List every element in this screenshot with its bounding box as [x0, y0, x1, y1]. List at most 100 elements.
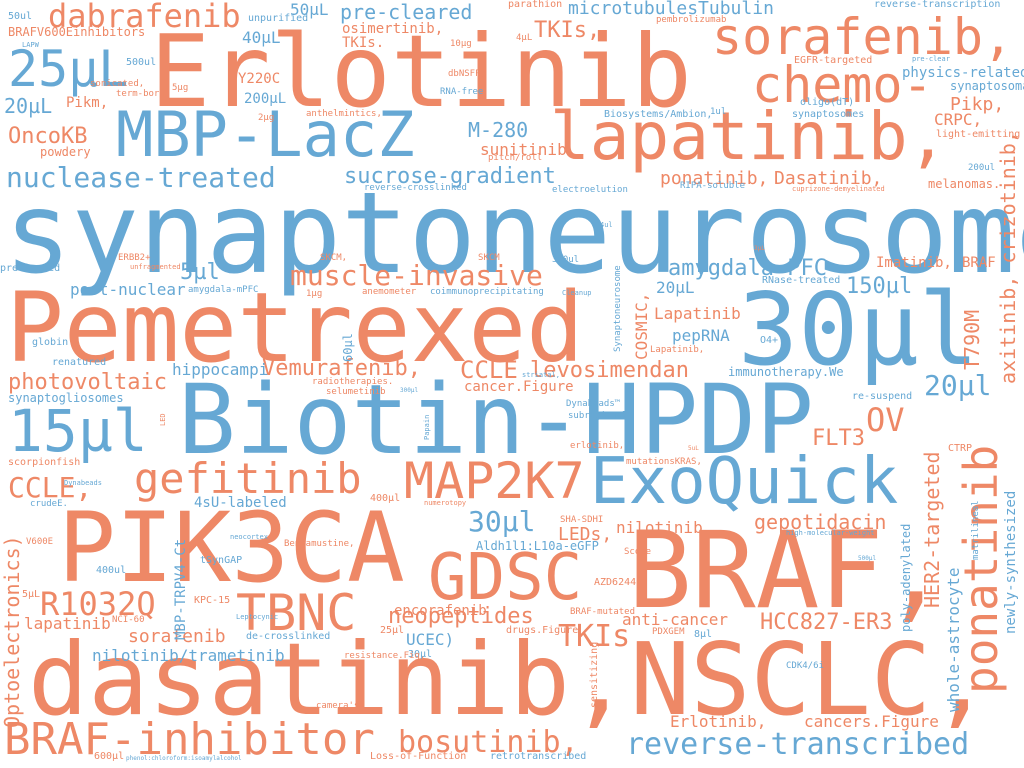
- word-400ul-2: 400µl: [370, 493, 401, 504]
- word-25ul: 25µL: [8, 40, 129, 98]
- word-sorafenib-bottom: sorafenib: [128, 626, 226, 647]
- word-sorafenib-top: sorafenib,: [712, 8, 1014, 66]
- word-her2-targeted-vertical: HER2-targeted: [920, 451, 944, 608]
- word-pitch-roll: pitch/roll: [488, 153, 543, 163]
- word-neocortex: neocortex: [230, 533, 268, 541]
- word-term-born: term-born: [116, 89, 165, 99]
- word-immunotherapy: immunotherapy.We: [728, 365, 844, 379]
- word-50ul: 50µL: [290, 0, 329, 19]
- word-40ul: 40µL: [242, 28, 281, 47]
- word-dabrafenib: dabrafenib: [48, 0, 241, 35]
- word-striatal: striatal,: [522, 371, 560, 379]
- word-ponatinib-mid: ponatinib,: [660, 168, 769, 189]
- word-anemometer: anemometer: [362, 287, 417, 297]
- word-reverse-transcription: reverse-transcription: [874, 0, 1001, 10]
- word-synaptoneurosome-vertical: Synaptoneurosome: [613, 265, 623, 352]
- word-photovoltaic: photovoltaic: [8, 370, 167, 395]
- word-mutationskras: mutationsKRAS,: [626, 457, 702, 467]
- word-20ul-left: 20µL: [4, 94, 53, 118]
- word-5ul-small: 5µL: [22, 589, 41, 600]
- word-post-nuclear: post-nuclear: [70, 280, 186, 299]
- word-unfragmented: unfragmented: [130, 263, 181, 271]
- word-physics-related: physics-related: [902, 65, 1024, 81]
- word-10ug: 10µg: [450, 39, 472, 49]
- word-braf-mutated: BRAF-mutated: [570, 607, 636, 617]
- word-skcm-comma: SKCM,: [320, 253, 348, 263]
- word-pik3ca: PIK3CA: [58, 492, 405, 604]
- word-ccle-left: CCLE,: [8, 471, 93, 504]
- word-newly-synthesized-vertical: newly-synthesized: [1003, 490, 1019, 634]
- word-powdery: powdery: [40, 145, 91, 159]
- word-ctrp: CTRP: [948, 443, 973, 454]
- word-brafv600e: BRAFV600Einhibitors: [8, 25, 146, 39]
- word-globin: globin: [32, 337, 69, 348]
- word-tkis-dot: TKIs.: [342, 35, 385, 51]
- word-synaptogliosomes: synaptogliosomes: [8, 391, 124, 405]
- word-axitinib-crizotinib-vertical: axitinib, crizotinib,: [996, 131, 1020, 384]
- word-nuclease-treated: nuclease-treated: [6, 161, 276, 194]
- word-60ul-vertical: 60µl: [341, 333, 355, 362]
- word-poly-adenylated-vertical: poly-adenylated: [899, 523, 913, 632]
- word-crude-e: crudeE.: [30, 499, 68, 509]
- word-amygdala-pfc: amygdala-PFC: [668, 256, 827, 281]
- word-20ul-mid: 20µL: [656, 278, 695, 297]
- word-loss-of-function: Loss-of-Function: [370, 751, 467, 762]
- word-kpc-15: KPC-15: [194, 595, 231, 606]
- word-peprna: pepRNA: [672, 326, 730, 345]
- word-skcm: SKCM: [478, 253, 500, 263]
- word-20ul-right: 20µl: [924, 369, 992, 402]
- word-drugs-figure: drugs.Figure: [506, 625, 579, 636]
- word-200ul: 200µL: [244, 91, 287, 107]
- word-lapatinib-mid: Lapatinib: [654, 304, 741, 323]
- word-4ul: 4µL: [516, 33, 533, 43]
- word-pdxgem: PDXGEM: [652, 627, 685, 637]
- word-o4plus: O4+: [760, 335, 779, 346]
- word-pikm: Pikm,: [66, 95, 109, 111]
- word-parathion: parathion: [508, 0, 563, 10]
- word-exoquick: ExoQuick: [590, 445, 899, 519]
- word-bendamustine: Bendamustine,: [284, 539, 355, 549]
- word-pre-clear: pre-clear: [912, 55, 950, 63]
- word-gdsc: GDSC: [428, 541, 583, 615]
- word-cleanup: Cleanup: [562, 289, 592, 297]
- word-5ul-tiny: 5uL: [688, 445, 699, 452]
- word-biotin-hpdp: Biotin-HPDP: [178, 364, 814, 476]
- word-ripa-soluble: RIPA-soluble: [680, 181, 746, 191]
- word-unpurified: unpurified: [248, 13, 309, 24]
- word-300ul: 300ul: [552, 255, 580, 265]
- word-r1032q: R1032Q: [40, 585, 156, 623]
- word-tkis-large: TKIs: [558, 619, 631, 654]
- word-ccle-mid: CCLE: [460, 356, 518, 384]
- word-braf-small: BRAF: [962, 255, 996, 271]
- word-cancer-figure: cancer.Figure: [464, 379, 574, 395]
- word-resistance-fig: resistance.Fig.: [344, 651, 426, 661]
- word-synaptosomal: synaptosomal: [950, 79, 1024, 93]
- word-osimertinib: osimertinib,: [342, 21, 444, 37]
- word-optoelectronics-vertical: Optoelectronics): [0, 535, 24, 728]
- word-gefitinib: gefitinib: [134, 454, 362, 503]
- word-subregional: subregional: [568, 411, 628, 421]
- word-2ug: 2µg: [258, 113, 275, 123]
- word-hippocampi: hippocampi: [172, 360, 269, 379]
- word-rna-free: RNA-free: [440, 87, 484, 97]
- word-leptocynic: Leptocynic: [236, 613, 279, 621]
- word-renatured: renatured: [52, 357, 107, 368]
- word-1ul: 1ul: [710, 107, 727, 117]
- word-30ul-mid: 30µl: [468, 505, 536, 538]
- word-300ul-small: 300µl: [400, 387, 419, 394]
- word-braf-large: BRAF,: [628, 509, 948, 632]
- word-ucec: UCEC): [406, 630, 455, 649]
- word-15ul: 15µl: [8, 397, 148, 465]
- word-600ul: 600µl: [94, 751, 125, 762]
- word-400ul: 400ul: [96, 565, 127, 576]
- word-led-vertical: LED: [159, 413, 167, 426]
- word-hcc827-er3: HCC827-ER3: [760, 610, 893, 635]
- word-lapw: LAPW: [22, 41, 39, 49]
- word-sunitinib: sunitinib,: [480, 140, 577, 159]
- word-rnase-treated: RNase-treated: [762, 275, 841, 286]
- word-light-emitting: light-emitting: [936, 129, 1021, 140]
- word-papain-vertical: Papain: [423, 414, 431, 440]
- word-m-280: M-280: [468, 118, 529, 142]
- word-biosystems: Biosystems/Ambion,: [604, 109, 713, 120]
